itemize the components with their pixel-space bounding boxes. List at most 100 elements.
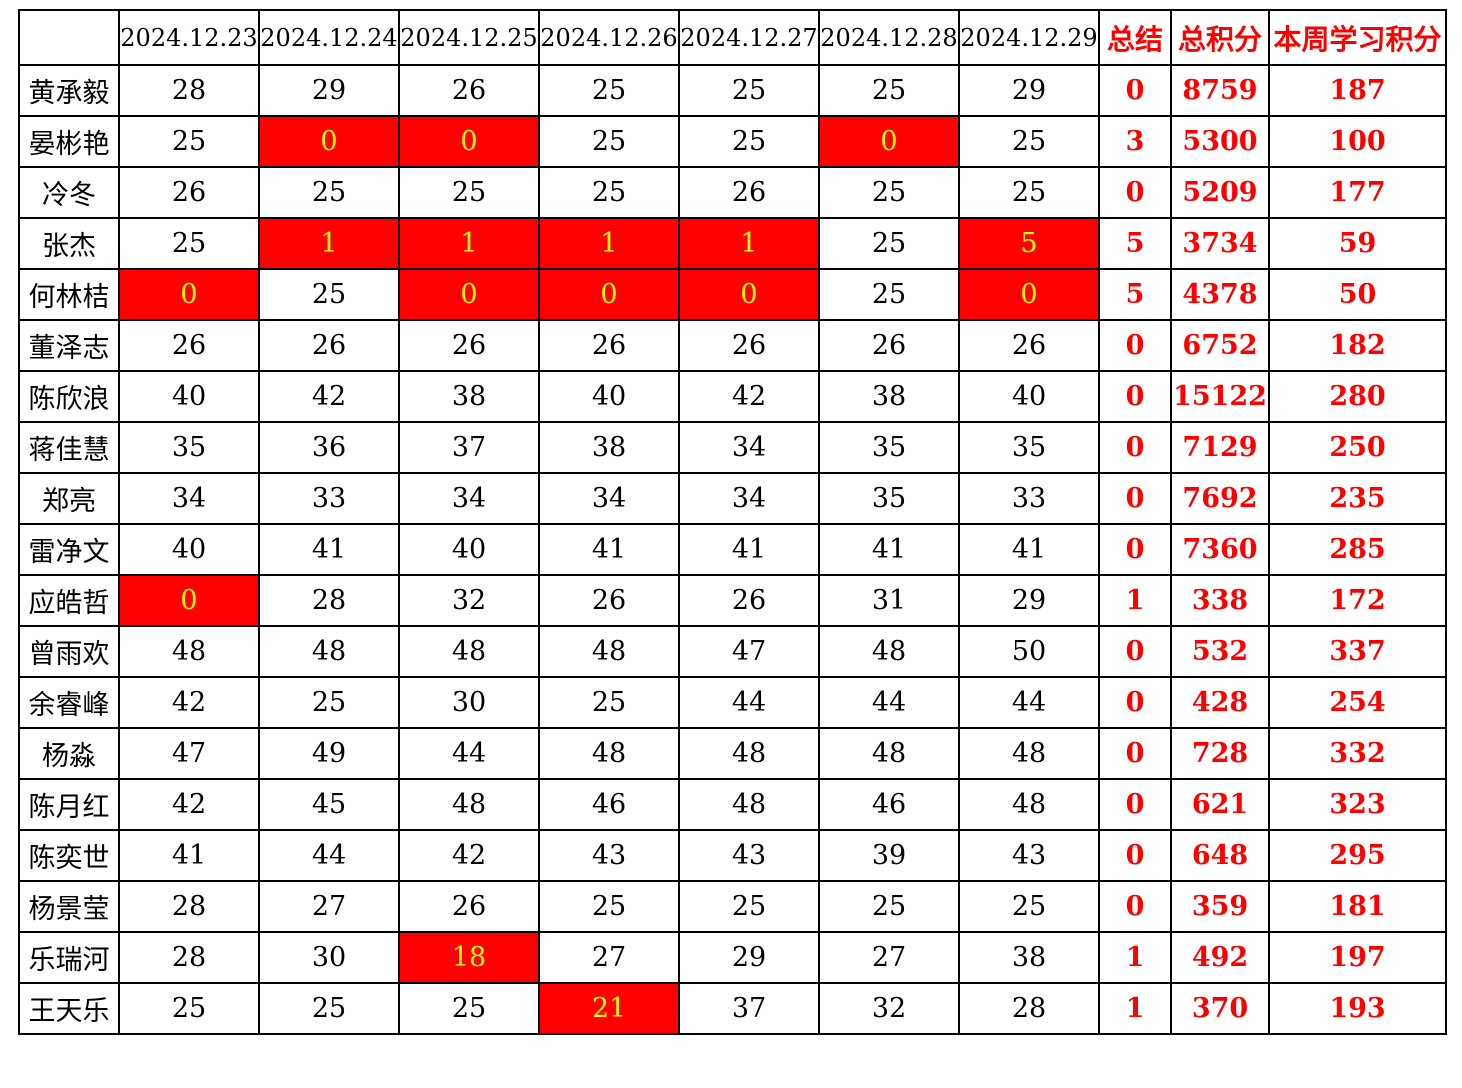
weekly-points-cell[interactable]: 337	[1268, 625, 1447, 678]
total-points-cell[interactable]: 5209	[1170, 166, 1270, 219]
daily-score-cell[interactable]: 25	[258, 982, 400, 1035]
daily-score-cell[interactable]: 25	[818, 166, 960, 219]
student-name-cell[interactable]: 陈欣浪	[18, 370, 120, 423]
daily-score-cell[interactable]: 43	[958, 829, 1100, 882]
summary-count-cell[interactable]: 0	[1098, 166, 1172, 219]
summary-count-cell[interactable]: 0	[1098, 880, 1172, 933]
daily-score-cell[interactable]: 34	[118, 472, 260, 525]
student-name-cell[interactable]: 晏彬艳	[18, 115, 120, 168]
daily-score-cell[interactable]: 31	[818, 574, 960, 627]
date-header[interactable]: 2024.12.23	[118, 9, 260, 66]
daily-score-cell[interactable]: 25	[818, 268, 960, 321]
weekly-points-cell[interactable]: 172	[1268, 574, 1447, 627]
weekly-points-cell[interactable]: 193	[1268, 982, 1447, 1035]
total-points-cell[interactable]: 4378	[1170, 268, 1270, 321]
total-points-cell[interactable]: 7360	[1170, 523, 1270, 576]
weekly-points-cell[interactable]: 182	[1268, 319, 1447, 372]
total-points-cell[interactable]: 728	[1170, 727, 1270, 780]
daily-score-cell[interactable]: 44	[678, 676, 820, 729]
daily-score-cell[interactable]: 30	[398, 676, 540, 729]
summary-count-cell[interactable]: 0	[1098, 676, 1172, 729]
daily-score-cell[interactable]: 29	[258, 64, 400, 117]
daily-score-cell[interactable]: 26	[398, 319, 540, 372]
daily-score-cell[interactable]: 25	[118, 217, 260, 270]
total-points-cell[interactable]: 492	[1170, 931, 1270, 984]
daily-score-cell[interactable]: 25	[258, 676, 400, 729]
daily-score-cell[interactable]: 25	[678, 880, 820, 933]
total-points-cell[interactable]: 532	[1170, 625, 1270, 678]
daily-score-cell[interactable]: 25	[258, 166, 400, 219]
daily-score-cell[interactable]: 38	[818, 370, 960, 423]
daily-score-cell[interactable]: 25	[538, 115, 680, 168]
daily-score-cell[interactable]: 42	[678, 370, 820, 423]
weekly-points-cell[interactable]: 280	[1268, 370, 1447, 423]
total-points-cell[interactable]: 359	[1170, 880, 1270, 933]
total-points-cell[interactable]: 338	[1170, 574, 1270, 627]
daily-score-cell[interactable]: 25	[818, 217, 960, 270]
daily-score-cell[interactable]: 34	[678, 472, 820, 525]
daily-score-cell[interactable]: 26	[538, 319, 680, 372]
daily-score-cell[interactable]: 25	[958, 880, 1100, 933]
daily-score-cell[interactable]: 26	[258, 319, 400, 372]
daily-score-cell[interactable]: 35	[958, 421, 1100, 474]
daily-score-cell[interactable]: 32	[398, 574, 540, 627]
daily-score-cell[interactable]: 26	[118, 166, 260, 219]
daily-score-cell[interactable]: 35	[818, 472, 960, 525]
total-points-cell[interactable]: 428	[1170, 676, 1270, 729]
daily-score-cell[interactable]: 1	[258, 217, 400, 270]
daily-score-cell[interactable]: 28	[118, 880, 260, 933]
student-name-cell[interactable]: 应皓哲	[18, 574, 120, 627]
student-name-cell[interactable]: 杨景莹	[18, 880, 120, 933]
daily-score-cell[interactable]: 36	[258, 421, 400, 474]
summary-count-cell[interactable]: 0	[1098, 778, 1172, 831]
daily-score-cell[interactable]: 1	[678, 217, 820, 270]
daily-score-cell[interactable]: 38	[958, 931, 1100, 984]
weekly-points-cell[interactable]: 50	[1268, 268, 1447, 321]
daily-score-cell[interactable]: 34	[538, 472, 680, 525]
weekly-points-cell[interactable]: 254	[1268, 676, 1447, 729]
daily-score-cell[interactable]: 41	[118, 829, 260, 882]
daily-score-cell[interactable]: 44	[398, 727, 540, 780]
student-name-cell[interactable]: 乐瑞河	[18, 931, 120, 984]
daily-score-cell[interactable]: 44	[258, 829, 400, 882]
total-points-cell[interactable]: 7692	[1170, 472, 1270, 525]
daily-score-cell[interactable]: 25	[538, 166, 680, 219]
daily-score-cell[interactable]: 28	[958, 982, 1100, 1035]
daily-score-cell[interactable]: 26	[538, 574, 680, 627]
daily-score-cell[interactable]: 29	[958, 574, 1100, 627]
daily-score-cell[interactable]: 0	[118, 268, 260, 321]
summary-count-cell[interactable]: 1	[1098, 982, 1172, 1035]
daily-score-cell[interactable]: 26	[678, 574, 820, 627]
daily-score-cell[interactable]: 42	[118, 676, 260, 729]
daily-score-cell[interactable]: 49	[258, 727, 400, 780]
total-points-cell[interactable]: 648	[1170, 829, 1270, 882]
daily-score-cell[interactable]: 32	[818, 982, 960, 1035]
weekly-points-cell[interactable]: 197	[1268, 931, 1447, 984]
daily-score-cell[interactable]: 40	[398, 523, 540, 576]
daily-score-cell[interactable]: 0	[538, 268, 680, 321]
daily-score-cell[interactable]: 48	[958, 727, 1100, 780]
weekly-points-cell[interactable]: 250	[1268, 421, 1447, 474]
summary-header[interactable]: 总结	[1098, 9, 1172, 66]
daily-score-cell[interactable]: 0	[258, 115, 400, 168]
date-header[interactable]: 2024.12.27	[678, 9, 820, 66]
total-points-cell[interactable]: 3734	[1170, 217, 1270, 270]
summary-count-cell[interactable]: 0	[1098, 64, 1172, 117]
total-points-cell[interactable]: 15122	[1170, 370, 1270, 423]
daily-score-cell[interactable]: 5	[958, 217, 1100, 270]
daily-score-cell[interactable]: 25	[398, 982, 540, 1035]
daily-score-cell[interactable]: 30	[258, 931, 400, 984]
student-name-cell[interactable]: 王天乐	[18, 982, 120, 1035]
date-header[interactable]: 2024.12.29	[958, 9, 1100, 66]
daily-score-cell[interactable]: 41	[818, 523, 960, 576]
daily-score-cell[interactable]: 41	[678, 523, 820, 576]
student-name-cell[interactable]: 曾雨欢	[18, 625, 120, 678]
daily-score-cell[interactable]: 48	[818, 625, 960, 678]
daily-score-cell[interactable]: 28	[258, 574, 400, 627]
daily-score-cell[interactable]: 25	[118, 982, 260, 1035]
student-name-cell[interactable]: 陈月红	[18, 778, 120, 831]
daily-score-cell[interactable]: 40	[118, 370, 260, 423]
daily-score-cell[interactable]: 29	[678, 931, 820, 984]
daily-score-cell[interactable]: 27	[258, 880, 400, 933]
date-header[interactable]: 2024.12.26	[538, 9, 680, 66]
